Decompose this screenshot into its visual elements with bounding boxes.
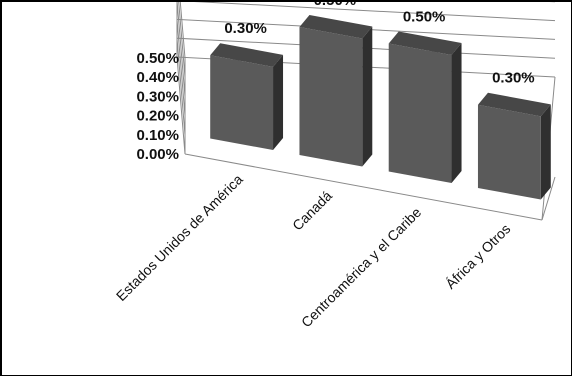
y-tick-label: 0.30% — [136, 88, 179, 105]
bar-side — [362, 26, 373, 167]
data-label: 0.50% — [314, 2, 357, 9]
x-tick-label: Canadá — [289, 187, 335, 233]
x-tick-label: Estados Unidos de América — [113, 171, 246, 304]
floor-front-edge — [184, 153, 543, 221]
x-axis-labels: Estados Unidos de América CanadáCentroamé… — [113, 171, 514, 330]
bar — [477, 104, 541, 200]
bar-side — [540, 104, 551, 200]
bar-top — [210, 43, 284, 67]
x-tick-label: Centroamérica y el Caribe — [298, 204, 424, 330]
gridline — [178, 2, 555, 78]
bar — [210, 55, 274, 151]
floor-right-edge — [541, 176, 556, 221]
data-labels: 0.30% 0.50% 0.50% 0.30% — [224, 2, 534, 87]
data-label: 0.50% — [403, 8, 446, 25]
data-label: 0.30% — [492, 70, 535, 87]
y-tick-label: 0.00% — [136, 146, 179, 163]
gridline — [179, 2, 186, 59]
y-tick-label: 0.10% — [136, 127, 179, 144]
bar — [388, 43, 452, 184]
data-label: 0.30% — [224, 20, 267, 37]
y-tick-label: 0.40% — [136, 69, 179, 86]
bars — [210, 14, 551, 200]
bar-side — [273, 54, 284, 151]
bar-top — [299, 14, 373, 39]
y-tick-label: 0.20% — [136, 108, 179, 125]
bar-top — [388, 31, 462, 56]
bar-top — [477, 92, 551, 117]
y-axis-ticks: 0.00% 0.10% 0.20% 0.30% 0.40% 0.50% — [136, 50, 179, 163]
x-tick-label: África y Otros — [442, 221, 513, 292]
bar-side — [451, 43, 462, 184]
y-tick-label: 0.50% — [136, 50, 179, 67]
bar — [299, 26, 363, 167]
gridline — [176, 2, 556, 97]
